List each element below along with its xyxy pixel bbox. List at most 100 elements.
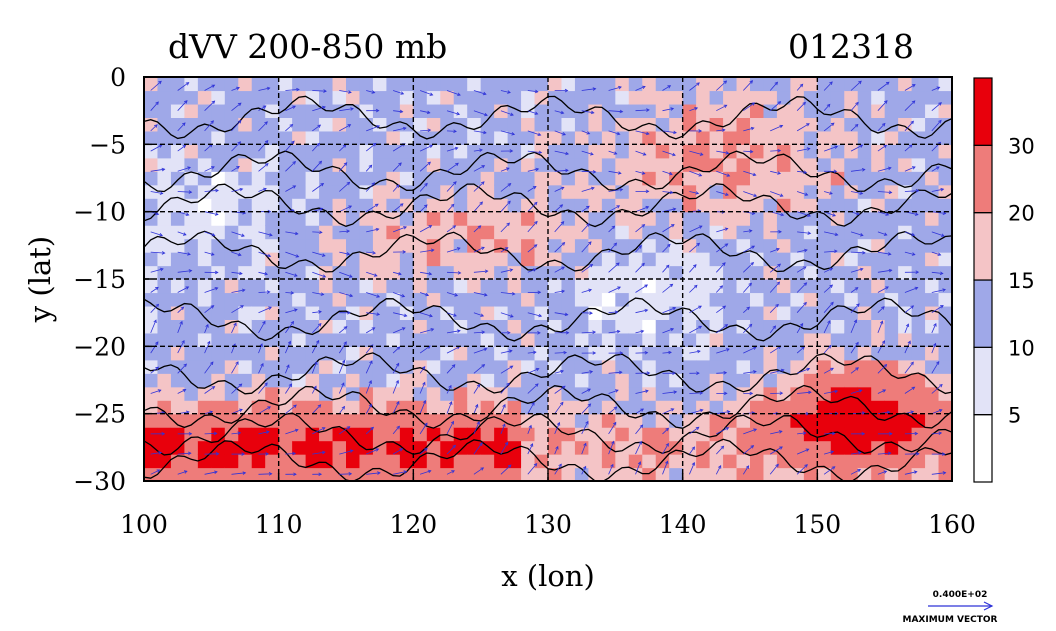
wind-vector-head: [403, 313, 408, 318]
field-cell: [574, 171, 589, 186]
field-cell: [426, 198, 441, 213]
wind-vector-head: [587, 388, 591, 392]
field-cell: [507, 332, 522, 347]
field-cell: [669, 103, 684, 118]
colorbar-swatch: [973, 77, 993, 146]
wind-vector: [419, 448, 428, 455]
wind-vector: [689, 325, 702, 334]
field-cell: [776, 400, 791, 415]
wind-vector-head: [510, 314, 514, 318]
wind-vector: [473, 421, 480, 435]
wind-vector-head: [293, 472, 297, 477]
wind-vector: [231, 141, 241, 152]
field-cell: [925, 373, 940, 388]
wind-vector: [473, 110, 488, 116]
wind-vector-head: [399, 203, 404, 207]
wind-vector: [339, 144, 347, 152]
field-cell: [332, 279, 347, 294]
wind-vector: [608, 225, 615, 233]
wind-vector-head: [481, 165, 486, 169]
field-cell: [803, 440, 818, 455]
wind-vector-head: [885, 286, 889, 290]
wind-vector-head: [913, 470, 918, 474]
field-cell: [211, 144, 226, 159]
field-cell: [319, 346, 334, 361]
wind-vector: [500, 90, 511, 93]
wind-vector: [904, 166, 916, 172]
field-cell: [750, 305, 765, 320]
wind-vector-head: [613, 151, 618, 155]
field-cell: [292, 386, 307, 401]
field-cell: [628, 400, 643, 415]
field-cell: [898, 77, 913, 92]
wind-vector: [500, 222, 510, 233]
wind-vector-head: [534, 89, 539, 94]
field-cell: [144, 440, 159, 455]
wind-vector-head: [611, 440, 615, 445]
field-cell: [776, 225, 791, 240]
field-cell: [157, 90, 172, 105]
wind-vector-head: [723, 80, 728, 84]
wind-vector-head: [155, 101, 159, 106]
field-cell: [750, 144, 765, 159]
wind-vector: [554, 385, 566, 394]
field-cell: [372, 386, 387, 401]
field-cell: [830, 400, 845, 415]
field-cell: [615, 90, 630, 105]
field-cell: [251, 346, 266, 361]
wind-vector-head: [610, 463, 614, 468]
wind-vector-head: [670, 408, 675, 412]
wind-vector: [581, 421, 589, 435]
field-cell: [372, 103, 387, 118]
wind-vector: [204, 361, 214, 374]
wind-vector: [473, 90, 487, 95]
field-cell: [467, 332, 482, 347]
field-cell: [615, 386, 630, 401]
wind-vector: [662, 461, 668, 475]
field-cell: [803, 305, 818, 320]
wind-vector: [850, 124, 859, 132]
field-cell: [830, 305, 845, 320]
field-cell: [453, 332, 468, 347]
wind-vector-head: [914, 212, 919, 216]
wind-vector: [904, 144, 913, 152]
field-cell: [521, 319, 536, 334]
field-cell: [534, 171, 549, 186]
field-cell: [803, 400, 818, 415]
wind-vector-head: [153, 124, 158, 128]
wind-vector: [635, 424, 643, 435]
field-cell: [871, 373, 886, 388]
wind-vector-head: [348, 472, 353, 476]
wind-vector-head: [695, 426, 700, 431]
wind-vector: [204, 341, 211, 354]
field-cell: [305, 346, 320, 361]
field-cell: [938, 373, 952, 388]
field-cell: [386, 413, 401, 428]
field-cell: [615, 319, 630, 334]
field-cell: [157, 77, 172, 92]
field-cell: [723, 373, 738, 388]
wind-vector: [689, 150, 703, 156]
wind-vector: [850, 367, 859, 374]
wind-vector: [393, 471, 407, 475]
wind-vector-head: [427, 128, 432, 133]
field-cell: [938, 440, 952, 455]
field-cell: [561, 279, 576, 294]
field-cell: [763, 440, 778, 455]
field-cell: [521, 454, 536, 469]
field-cell: [709, 130, 724, 145]
wind-vector: [312, 427, 326, 435]
wind-vector-head: [724, 243, 729, 247]
field-cell: [170, 157, 185, 172]
wind-vector: [770, 170, 781, 174]
colorbar-swatch: [973, 144, 993, 214]
wind-vector-head: [155, 211, 160, 216]
field-cell: [386, 130, 401, 145]
wind-vector-head: [830, 122, 835, 127]
field-cell: [426, 454, 441, 469]
field-cell: [628, 171, 643, 186]
wind-vector-head: [211, 386, 216, 390]
wind-vector: [662, 170, 673, 175]
wind-vector-head: [698, 305, 702, 309]
field-cell: [561, 467, 576, 481]
